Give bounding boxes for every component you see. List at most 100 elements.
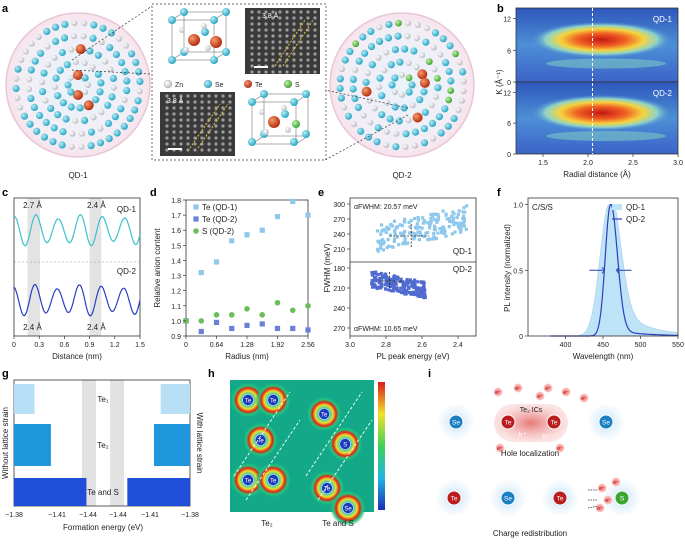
x-tick-label: 3.0: [673, 160, 683, 167]
atom: [384, 128, 390, 135]
atom: [13, 75, 20, 82]
atom: [87, 128, 96, 136]
hole-symbol: h⁺: [542, 434, 551, 441]
y-tick-label: 0: [519, 334, 523, 341]
tem-dot: [264, 28, 268, 32]
atom: [365, 70, 371, 77]
point-qd1: [379, 232, 383, 236]
atom: [45, 61, 52, 68]
point-qd2: [415, 292, 420, 297]
atom-label: Te: [551, 420, 558, 427]
x-tick-label: 450: [597, 342, 609, 349]
atom: [97, 125, 104, 132]
cell-atom-se: [260, 90, 268, 98]
point-qd1: [403, 239, 407, 243]
atom: [42, 97, 49, 104]
atom: [106, 44, 114, 52]
tem-dot: [214, 136, 218, 140]
atom: [422, 38, 430, 46]
atom: [386, 115, 394, 123]
panel-label-i: i: [428, 368, 431, 380]
atom: [417, 69, 428, 80]
atom: [37, 49, 45, 57]
x-tick-label: 400: [560, 342, 572, 349]
point-qd2: [372, 283, 377, 287]
point-qd1: [463, 210, 467, 214]
qd2-sphere: [329, 12, 475, 158]
point-qd1: [382, 240, 386, 244]
center-band: [82, 380, 96, 506]
point-1: [229, 325, 235, 332]
atom: [86, 47, 94, 55]
atom: [366, 97, 373, 104]
point-qd2: [407, 280, 412, 284]
atom: [81, 60, 88, 66]
tem-dot: [186, 106, 190, 110]
charge-redistribution-caption: Charge redistribution: [493, 529, 567, 538]
atom: [26, 86, 33, 92]
distance-annotation: 2.7 Å: [23, 201, 42, 210]
point-qd2: [412, 286, 416, 290]
chart-g: Te₁ Te₂ Te and S −1.38 −1.41 −1.44 −1.44 −1.41 −…: [1, 379, 204, 532]
electron-symbol: e⁻: [613, 480, 619, 486]
point-qd1: [461, 214, 466, 218]
y-tick-label: 6: [507, 121, 511, 128]
x-axis-label: Radial distance (Å): [563, 170, 631, 179]
tem-dot: [250, 28, 254, 32]
atom: [420, 125, 428, 133]
atom: [341, 104, 348, 111]
panel-label-b: b: [497, 3, 504, 15]
electron-symbol: e⁻: [597, 506, 603, 512]
atom: [420, 88, 428, 96]
electron-halo: [495, 443, 505, 453]
atom: [76, 104, 84, 112]
electron-halo: [597, 483, 607, 493]
atom: [414, 22, 421, 28]
atom: [362, 78, 370, 86]
y-tick-label: 270: [333, 217, 345, 224]
atom: [30, 103, 38, 111]
tem-dot: [264, 70, 268, 74]
point-qd2: [399, 290, 403, 294]
point-qd1: [428, 223, 432, 227]
atom: [419, 77, 430, 88]
atom: [408, 81, 416, 89]
atom: [416, 96, 424, 104]
point-qd2: [392, 284, 396, 288]
bar-left-1: [14, 424, 51, 466]
legend-swatch: [193, 204, 199, 210]
tem-dot: [313, 46, 317, 50]
tem-dot: [257, 22, 261, 26]
point-qd1: [453, 230, 457, 234]
fwhm-arrow-right: [615, 266, 632, 274]
tem-dot: [207, 100, 211, 104]
point-qd1: [426, 221, 430, 225]
atom: [31, 57, 39, 65]
cell-atom-se: [248, 138, 256, 146]
tem-dot: [228, 130, 232, 134]
heatmap-band: [546, 131, 666, 141]
atom: [405, 117, 412, 124]
atom: [61, 20, 69, 28]
tem-dot: [271, 16, 275, 20]
tem-dot: [200, 148, 204, 152]
point-0: [259, 227, 265, 233]
point-qd1: [435, 219, 439, 223]
tem-dot: [313, 58, 317, 62]
atom: [98, 109, 105, 116]
atom: [381, 67, 388, 74]
tem-dot: [228, 118, 232, 122]
tem-dot: [285, 22, 289, 26]
point-1: [244, 322, 250, 329]
atom: [431, 29, 440, 37]
atom-label: Te: [557, 496, 564, 503]
y-tick-label: 0: [507, 80, 511, 87]
atom: [413, 64, 420, 71]
heatmap-frame: [515, 81, 679, 155]
x-tick-label: 0.6: [60, 342, 70, 349]
atom: [452, 50, 459, 58]
x-tick-label: −1.41: [48, 512, 66, 519]
tem-dot: [179, 142, 183, 146]
tem-dot: [250, 34, 254, 38]
atom: [360, 112, 367, 119]
